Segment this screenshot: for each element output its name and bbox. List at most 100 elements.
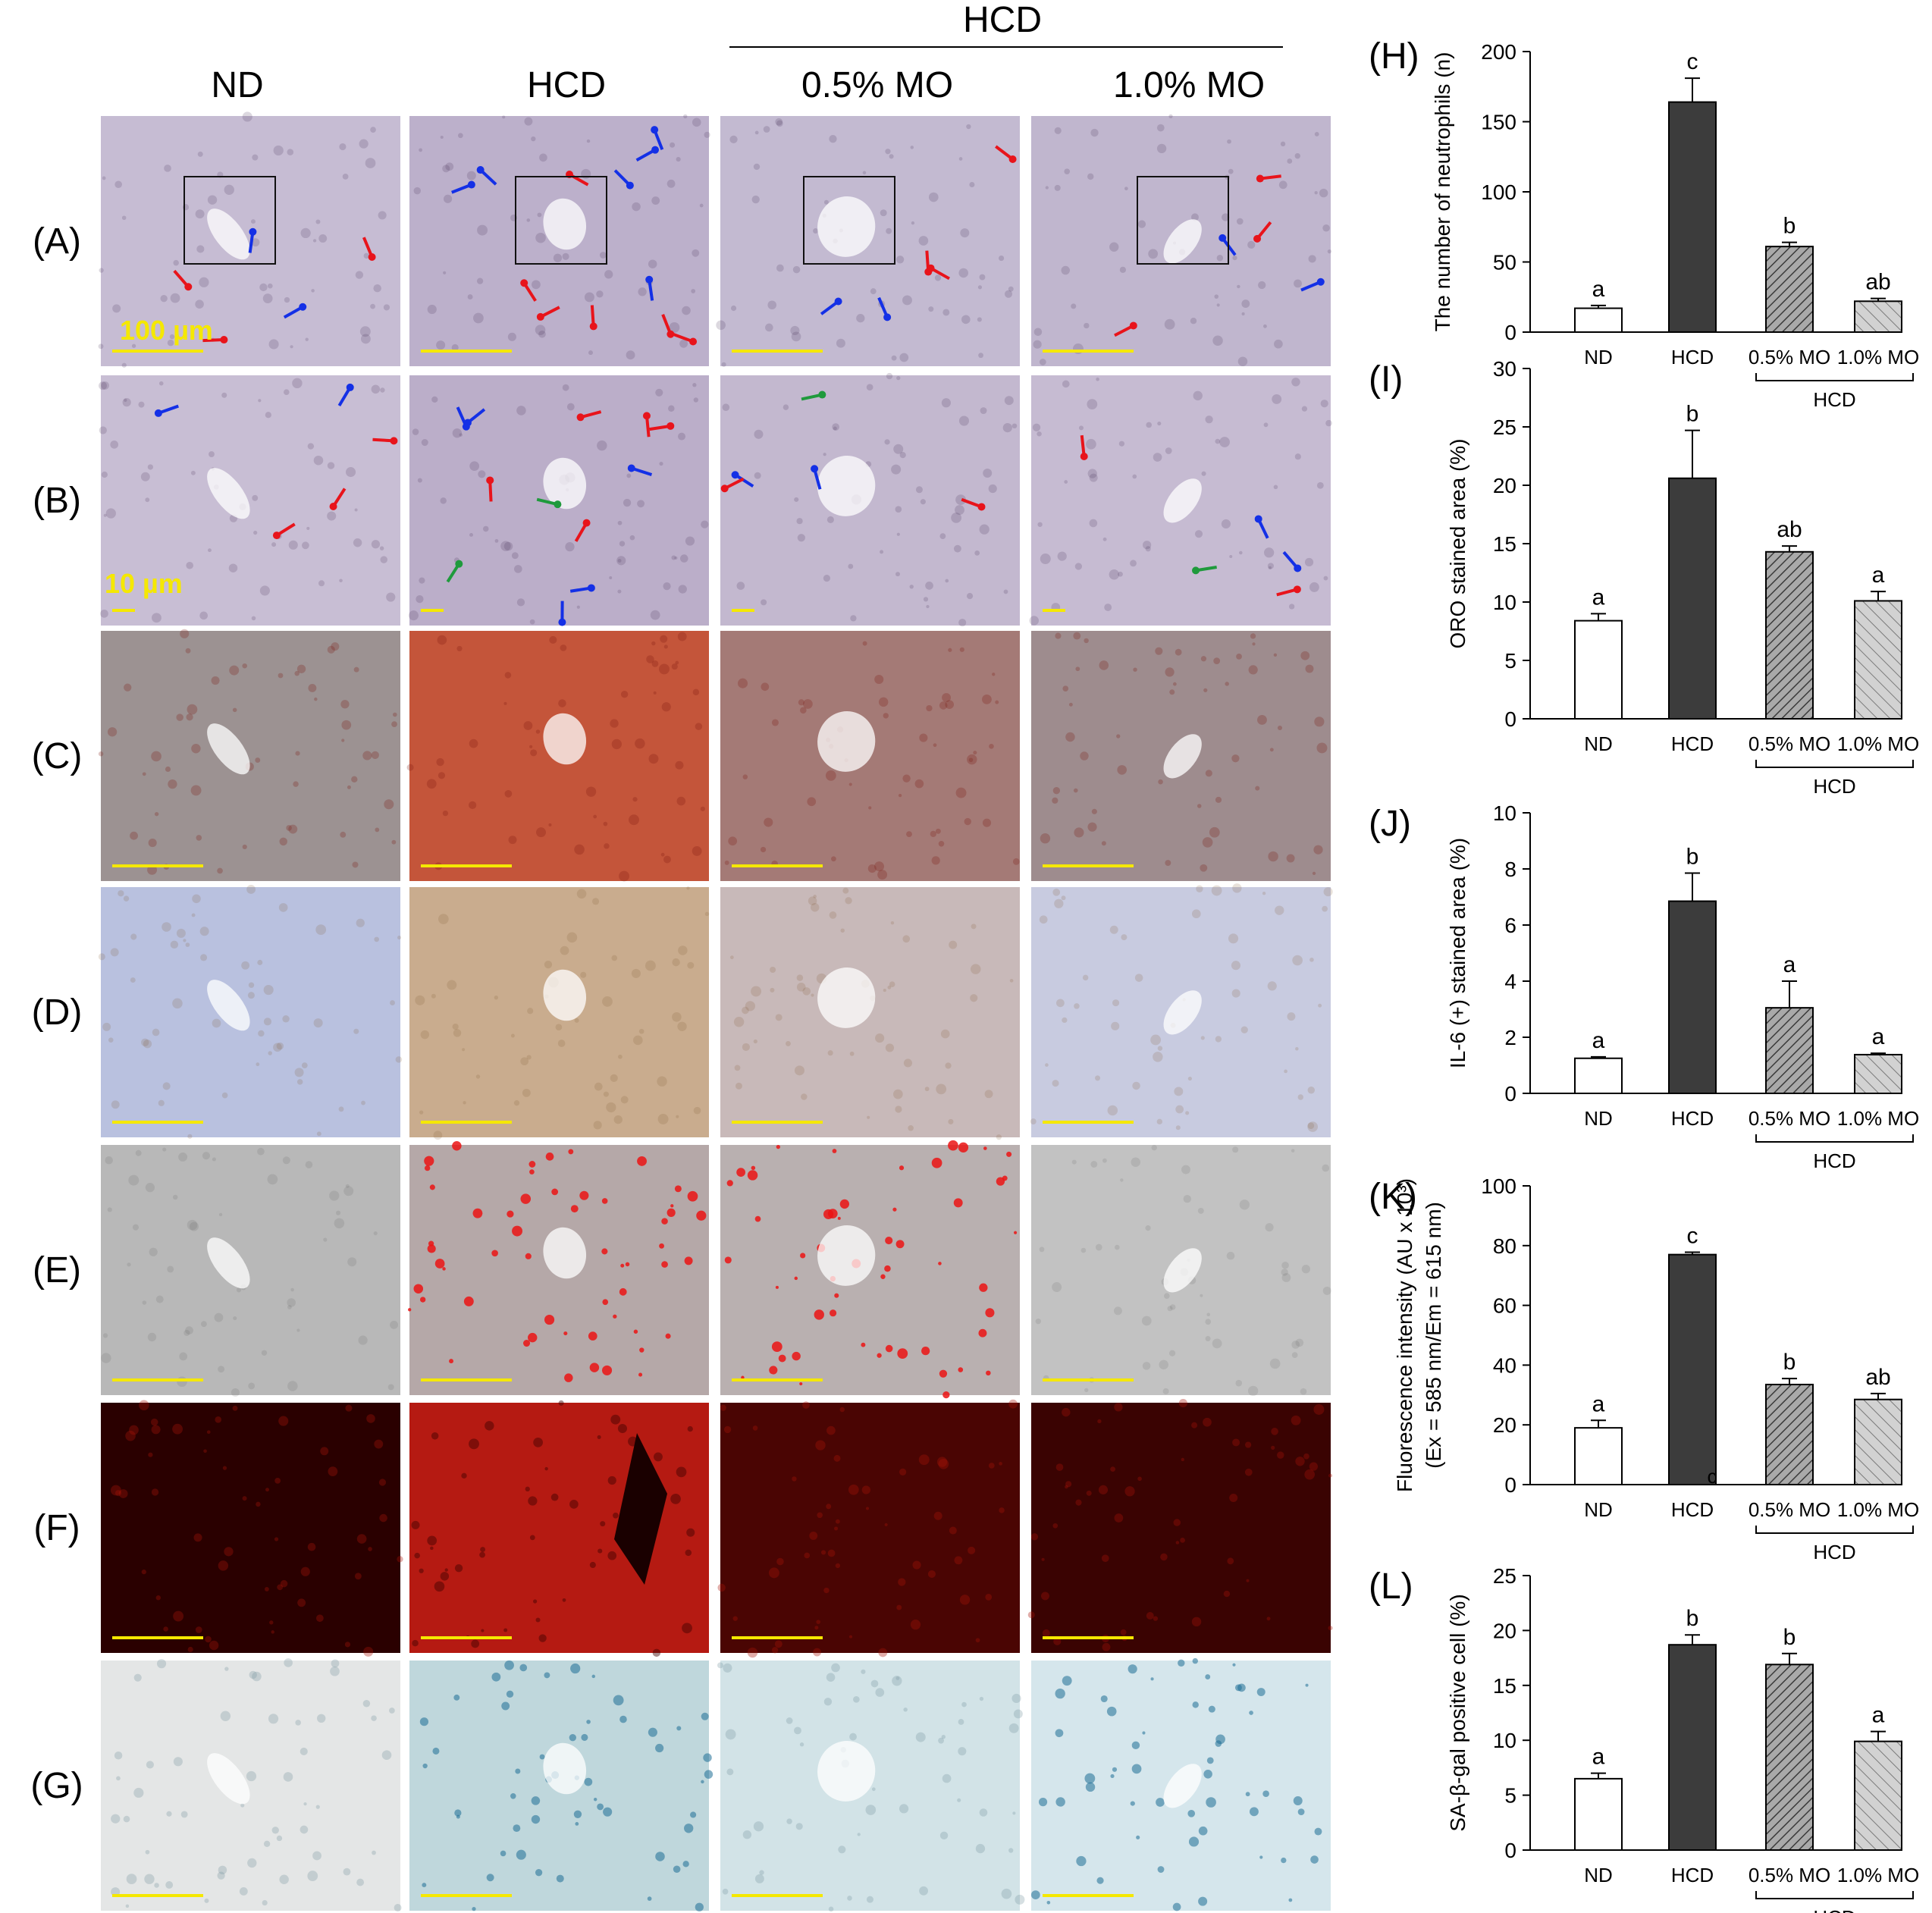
x-tick-label: HCD bbox=[1671, 346, 1714, 368]
micrograph-d-3 bbox=[720, 887, 1020, 1140]
y-tick-label: 20 bbox=[1493, 474, 1516, 497]
chart-i: (I) 0 5 10 15 20 25 30 ORO stained area (%) a ND b H… bbox=[1369, 357, 1919, 798]
column-header-nd: ND bbox=[211, 65, 263, 105]
row-label-g: (G) bbox=[30, 1766, 83, 1806]
micrograph-grid: (A) (B) (C) (D) (E) (F) (G) 100 µm 10 µm bbox=[30, 111, 1333, 1912]
column-header-10-mo: 1.0% MO bbox=[1113, 65, 1265, 105]
y-tick-label: 10 bbox=[1493, 801, 1516, 825]
significance-letter: b bbox=[1783, 1625, 1796, 1650]
bar-hcd bbox=[1668, 477, 1717, 720]
y-tick-label: 10 bbox=[1493, 591, 1516, 614]
y-axis-label: IL-6 (+) stained area (%) bbox=[1446, 838, 1469, 1068]
stray-label: c bbox=[1708, 1465, 1717, 1488]
x-tick-label: 1.0% MO bbox=[1837, 346, 1919, 368]
significance-letter: ab bbox=[1865, 270, 1890, 295]
panel-label: (K) bbox=[1369, 1177, 1417, 1217]
x-tick-label: HCD bbox=[1671, 1498, 1714, 1521]
row-label-d: (D) bbox=[32, 993, 83, 1033]
group-label: HCD bbox=[1813, 1149, 1855, 1172]
zoom-box bbox=[183, 176, 276, 265]
bar-hcd bbox=[1668, 900, 1717, 1095]
micrograph-e-4 bbox=[1031, 1145, 1331, 1397]
micrograph-f-3 bbox=[717, 1399, 1020, 1658]
bar-nd bbox=[1574, 619, 1623, 720]
x-tick-label: HCD bbox=[1671, 732, 1714, 755]
chart-j: (J) 0 2 4 6 8 10 IL-6 (+) stained area (%) a ND b H… bbox=[1369, 801, 1919, 1172]
group-label: HCD bbox=[1813, 388, 1855, 411]
micrograph-b-4 bbox=[1029, 375, 1332, 626]
micrograph-a-3 bbox=[716, 116, 1020, 367]
significance-letter: b bbox=[1783, 1350, 1796, 1375]
significance-letter: a bbox=[1783, 952, 1796, 977]
panel-label: (J) bbox=[1369, 804, 1411, 844]
row-label-c: (C) bbox=[32, 736, 83, 776]
micrograph-e-1 bbox=[101, 1145, 400, 1397]
significance-letter: a bbox=[1872, 563, 1885, 588]
group-bracket bbox=[1755, 1526, 1914, 1534]
micrograph-g-2 bbox=[409, 1660, 714, 1911]
y-tick-label: 5 bbox=[1504, 649, 1516, 673]
micrograph-a-1 bbox=[98, 111, 400, 368]
micrograph-g-4 bbox=[1030, 1657, 1331, 1911]
y-tick-label: 30 bbox=[1493, 357, 1516, 381]
micrograph-b-1 bbox=[99, 375, 400, 626]
x-tick-label: 0.5% MO bbox=[1749, 346, 1830, 368]
y-tick-label: 200 bbox=[1481, 40, 1516, 64]
x-tick-label: ND bbox=[1584, 732, 1613, 755]
zoom-box bbox=[803, 176, 895, 265]
scale-label-10um: 10 µm bbox=[105, 568, 183, 599]
y-tick-label: 25 bbox=[1493, 1564, 1516, 1588]
micrograph-g-3 bbox=[717, 1661, 1025, 1912]
x-tick-label: 1.0% MO bbox=[1837, 1107, 1919, 1130]
x-tick-label: ND bbox=[1584, 1498, 1613, 1521]
chart-l: (L) 0 5 10 15 20 25 SA-β-gal positive cell (%) a… bbox=[1369, 1564, 1919, 1913]
bar-hcd bbox=[1668, 1253, 1717, 1485]
bar-05-mo bbox=[1765, 1384, 1814, 1486]
significance-letter: b bbox=[1686, 845, 1699, 870]
y-tick-label: 0 bbox=[1504, 321, 1516, 344]
bar-10-mo bbox=[1854, 1740, 1902, 1851]
micrograph-b-2 bbox=[408, 375, 709, 626]
significance-letter: a bbox=[1872, 1703, 1885, 1728]
micrograph-d-2 bbox=[409, 886, 710, 1140]
group-bracket bbox=[1755, 373, 1914, 381]
y-tick-label: 15 bbox=[1493, 1674, 1516, 1698]
x-tick-label: 1.0% MO bbox=[1837, 732, 1919, 755]
y-axis-label-2: (Ex = 585 nm/Em = 615 nm) bbox=[1422, 1202, 1445, 1469]
y-tick-label: 5 bbox=[1504, 1784, 1516, 1808]
bar-05-mo bbox=[1765, 1664, 1814, 1852]
y-tick-label: 20 bbox=[1493, 1619, 1516, 1642]
significance-letter: ab bbox=[1777, 517, 1802, 542]
significance-letter: a bbox=[1592, 1028, 1605, 1053]
panel-label: (L) bbox=[1369, 1566, 1413, 1607]
x-tick-label: HCD bbox=[1671, 1107, 1714, 1130]
y-tick-label: 0 bbox=[1504, 1473, 1516, 1497]
bar-10-mo bbox=[1854, 600, 1902, 720]
significance-letter: ab bbox=[1865, 1365, 1890, 1390]
micrograph-g-1 bbox=[101, 1658, 402, 1911]
x-tick-label: ND bbox=[1584, 346, 1613, 368]
panel-label: (I) bbox=[1369, 359, 1403, 400]
column-header-hcd: HCD bbox=[527, 65, 606, 105]
row-label-f: (F) bbox=[33, 1508, 80, 1548]
micrograph-a-4 bbox=[1031, 114, 1332, 366]
y-tick-label: 80 bbox=[1493, 1234, 1516, 1258]
y-tick-label: 20 bbox=[1493, 1413, 1516, 1437]
bar-10-mo bbox=[1854, 300, 1902, 333]
bar-nd bbox=[1574, 307, 1623, 333]
micrograph-e-3 bbox=[720, 1140, 1020, 1399]
significance-letter: c bbox=[1687, 49, 1698, 74]
bar-hcd bbox=[1668, 1644, 1717, 1852]
y-tick-label: 10 bbox=[1493, 1729, 1516, 1752]
x-tick-label: ND bbox=[1584, 1864, 1613, 1886]
y-tick-label: 100 bbox=[1481, 1174, 1516, 1198]
y-tick-label: 15 bbox=[1493, 532, 1516, 556]
significance-letter: a bbox=[1592, 1391, 1605, 1416]
micrograph-f-1 bbox=[101, 1400, 403, 1657]
group-label: HCD bbox=[1813, 1906, 1855, 1913]
significance-letter: a bbox=[1592, 1745, 1605, 1770]
y-tick-label: 25 bbox=[1493, 416, 1516, 439]
group-label: HCD bbox=[1813, 775, 1855, 798]
